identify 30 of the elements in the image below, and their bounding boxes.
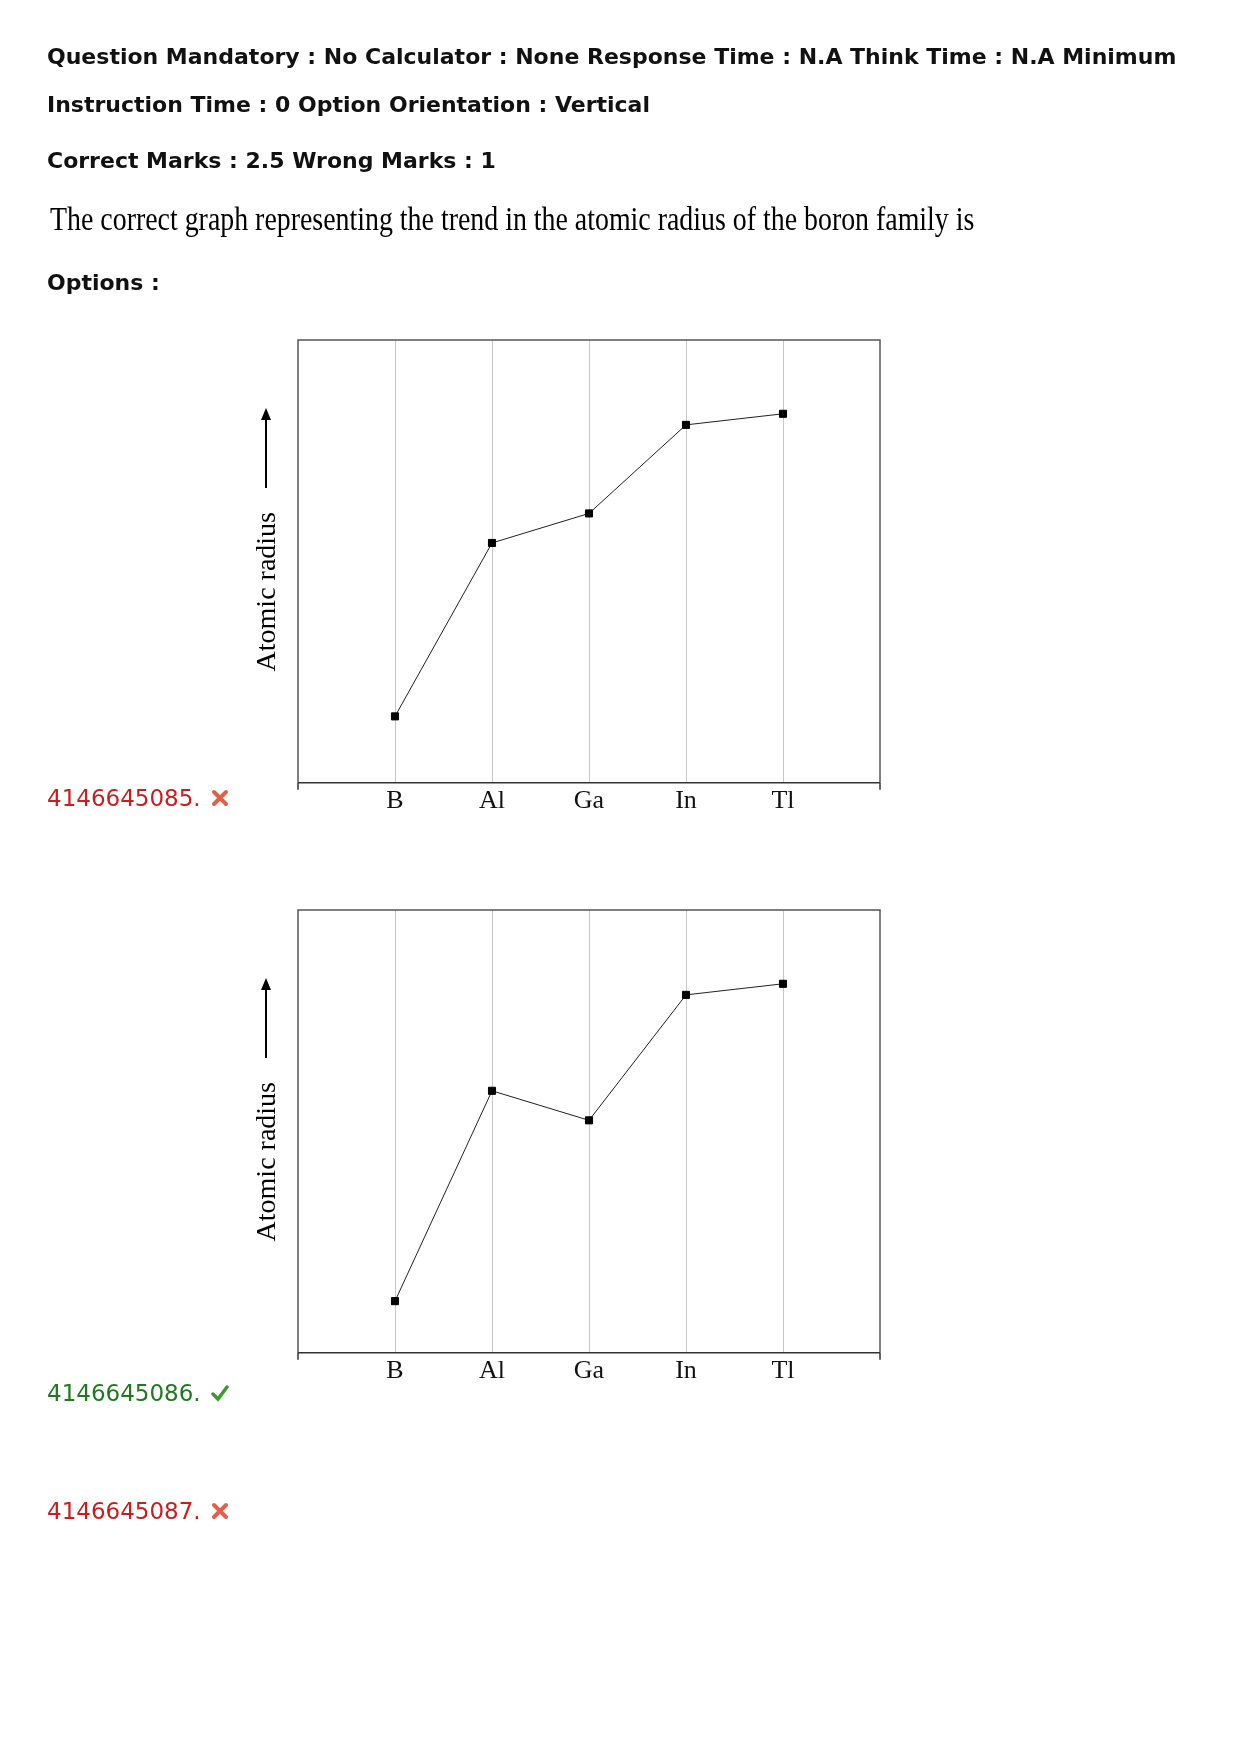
point: [584, 509, 594, 518]
text: 4146645087.: [47, 1498, 201, 1524]
x-tick-label: Tl: [771, 785, 795, 815]
point: [778, 979, 788, 988]
x-tick-label: In: [675, 785, 697, 815]
point: [778, 409, 788, 418]
x-tick-label: Al: [479, 1355, 505, 1385]
x-tick-label: Al: [479, 785, 505, 815]
point: [390, 712, 400, 721]
point: [681, 420, 691, 429]
x-tick-label: B: [386, 1355, 404, 1385]
x-tick-label: Ga: [573, 1355, 605, 1385]
point: [584, 1116, 594, 1125]
x-tick-label: Ga: [573, 785, 605, 815]
text: Instruction Time : 0 Option Orientation : Vertical: [47, 92, 650, 117]
text: 4146645085.: [47, 785, 201, 811]
point: [390, 1297, 400, 1306]
point: [487, 538, 497, 547]
x-tick-label: In: [675, 1355, 697, 1385]
y-axis-title: Atomic radius: [250, 1082, 282, 1242]
text: The correct graph representing the trend in the atomic radius of the boron family is: [50, 200, 975, 238]
text: Question Mandatory : No Calculator : None Response Time : N.A Think Time : N.A Minimum: [47, 44, 1177, 69]
point: [487, 1086, 497, 1095]
text: 4146645086.: [47, 1380, 201, 1406]
x-tick-label: B: [386, 785, 404, 815]
text: Correct Marks : 2.5 Wrong Marks : 1: [47, 148, 496, 173]
y-axis-title: Atomic radius: [250, 512, 282, 672]
text: Options :: [47, 270, 160, 295]
x-tick-label: Tl: [771, 1355, 795, 1385]
point: [681, 990, 691, 999]
